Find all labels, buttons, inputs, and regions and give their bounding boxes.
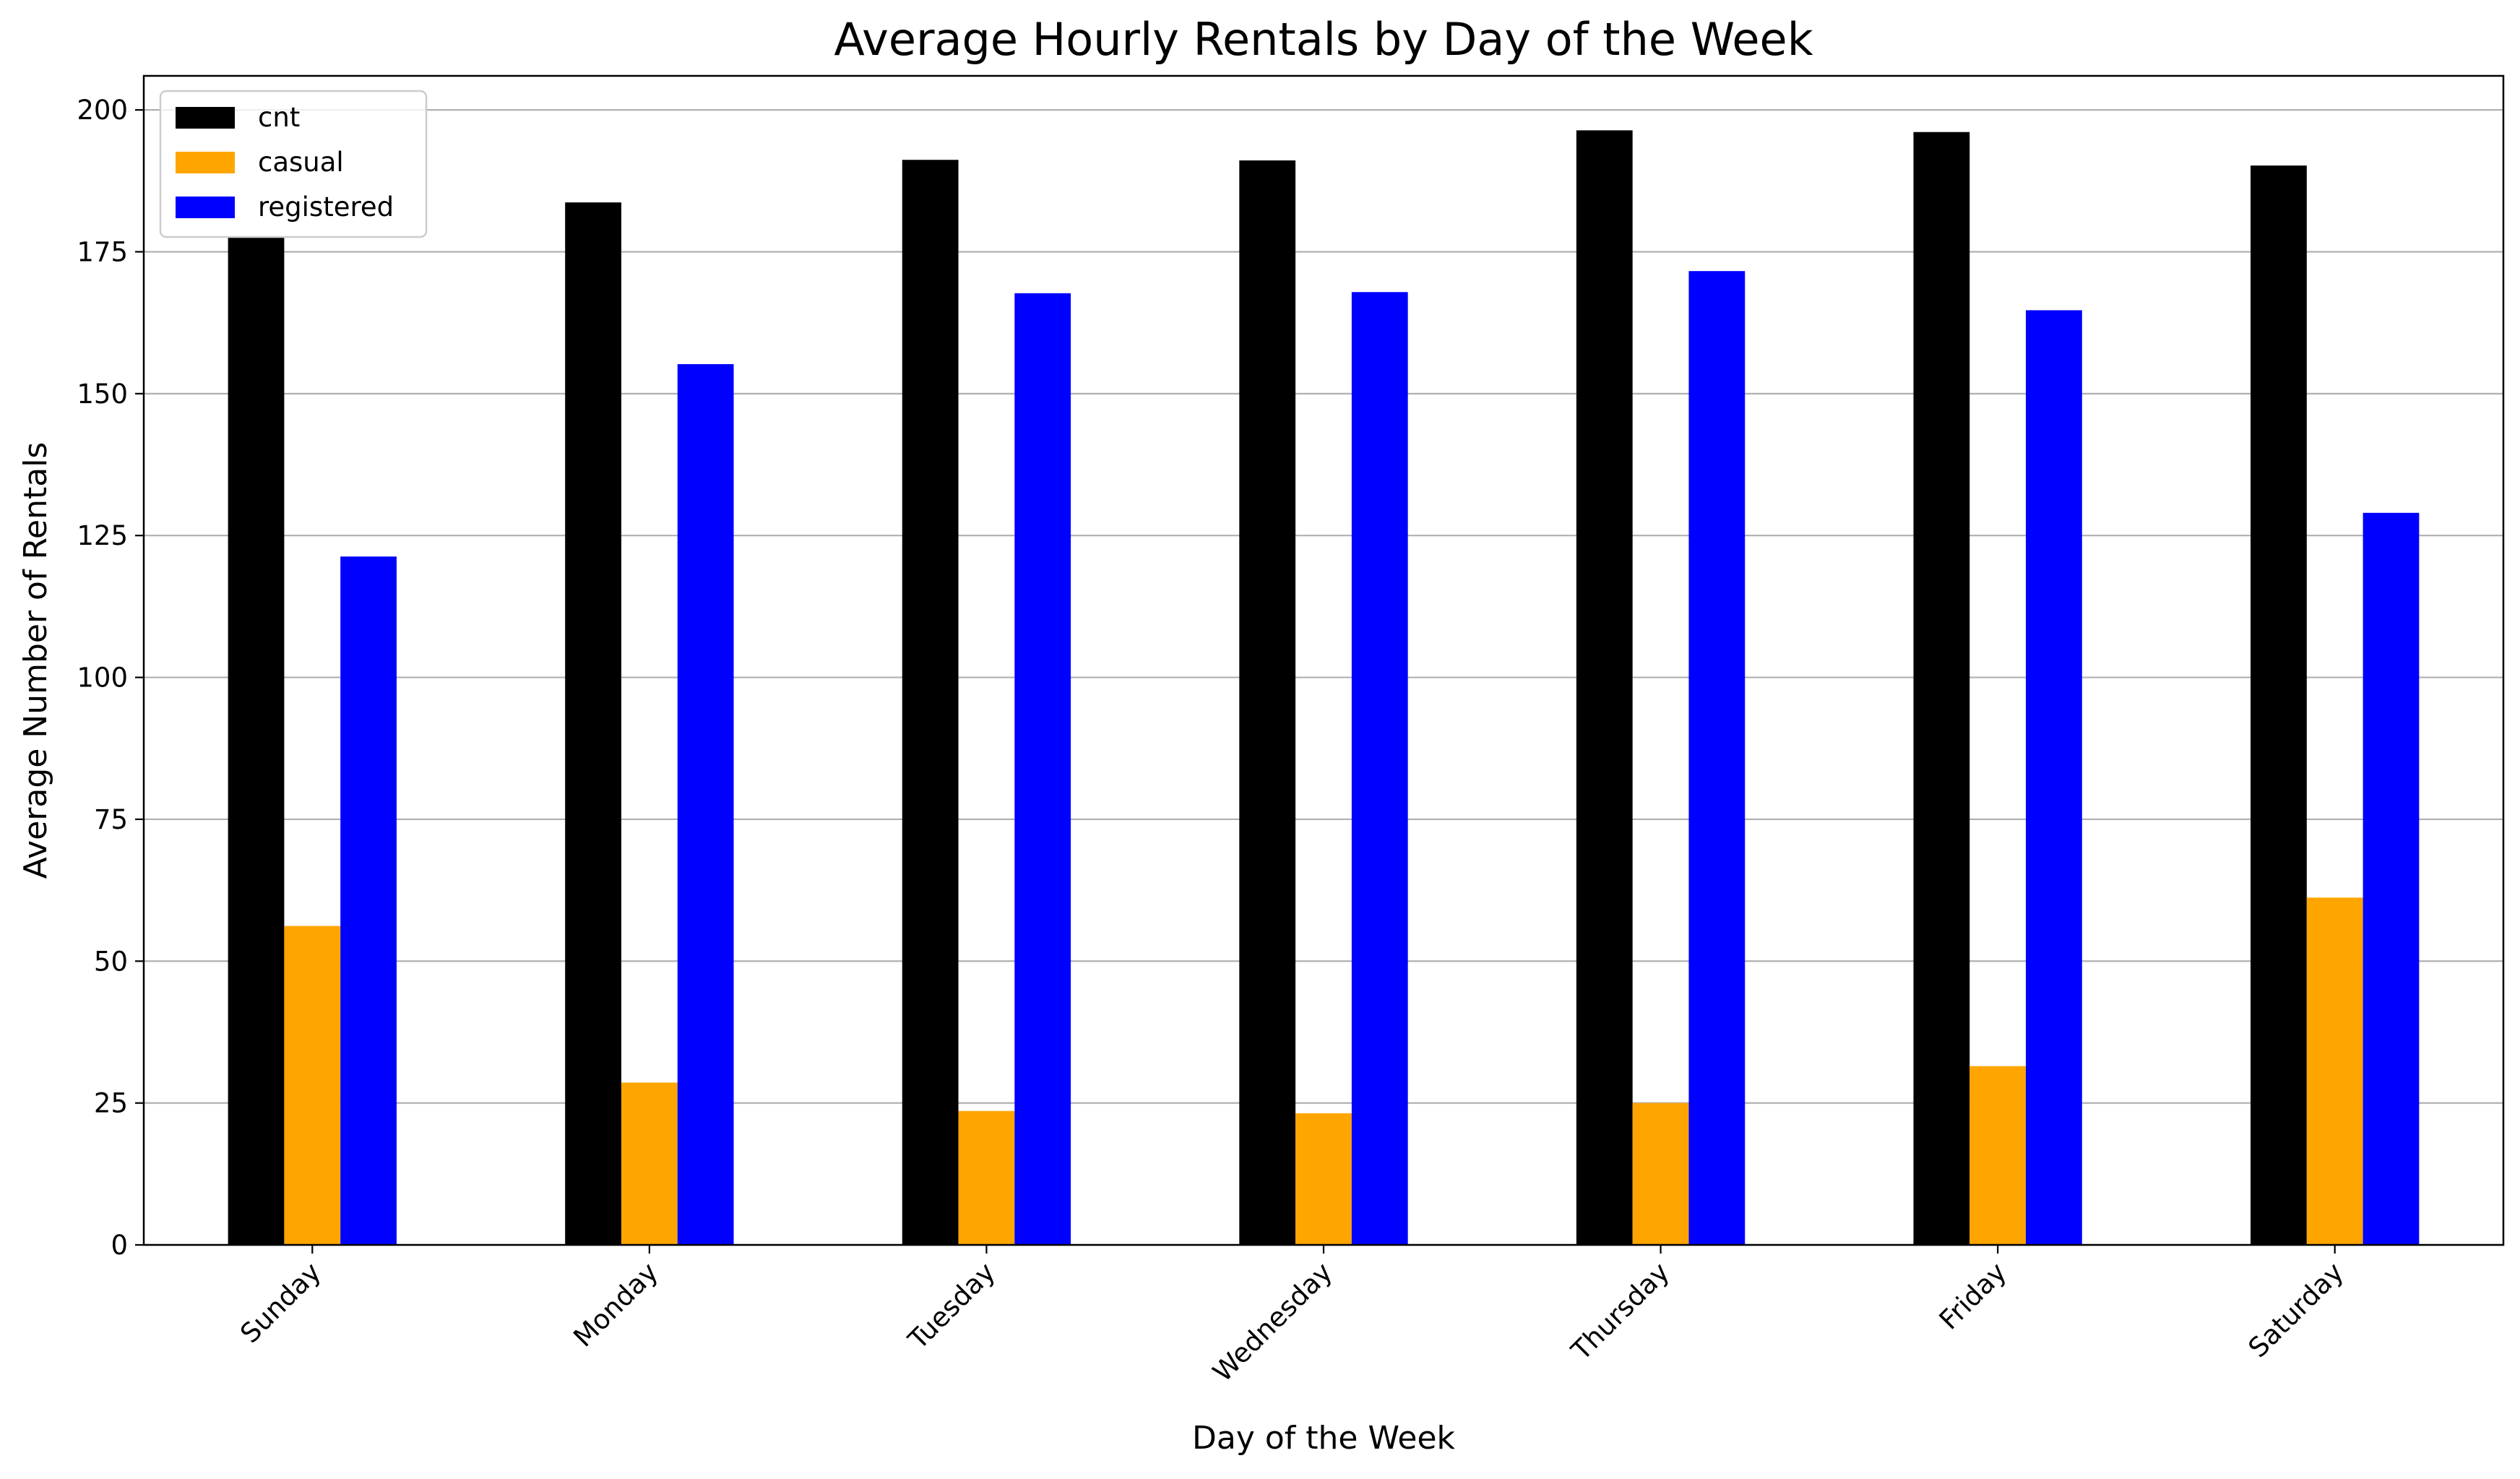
y-tick-label-100: 100 [77,663,128,694]
y-tick-label-50: 50 [94,946,128,977]
bar-registered-wednesday [1351,292,1408,1245]
legend-swatch-cnt [176,107,235,129]
bar-casual-tuesday [958,1111,1015,1245]
bars [228,130,2420,1246]
bar-cnt-tuesday [902,160,959,1246]
bar-cnt-friday [1913,131,1970,1245]
bar-registered-friday [2026,310,2082,1245]
legend-label-registered: registered [258,191,394,223]
bar-registered-tuesday [1014,293,1071,1246]
y-axis-ticks: 0 25 50 75 100 125 150 175 200 [77,95,144,1261]
legend-label-cnt: cnt [258,102,300,133]
y-axis-label: Average Number of Rentals [17,442,54,879]
bar-casual-wednesday [1295,1113,1352,1245]
y-tick-label-25: 25 [94,1088,128,1119]
bar-casual-sunday [284,926,341,1245]
bar-cnt-monday [565,202,621,1245]
y-tick-label-75: 75 [94,804,128,835]
bar-cnt-wednesday [1239,160,1296,1246]
y-tick-label-175: 175 [77,236,128,267]
bar-casual-friday [1969,1066,2027,1245]
bar-registered-saturday [2362,512,2420,1245]
legend: cnt casual registered [159,90,428,238]
y-tick-label-125: 125 [77,520,128,551]
y-tick-label-0: 0 [111,1230,128,1261]
bar-cnt-saturday [2251,165,2307,1246]
bar-casual-saturday [2306,897,2363,1245]
legend-label-casual: casual [258,147,344,178]
bar-cnt-sunday [228,237,285,1246]
y-tick-label-150: 150 [77,379,128,410]
bar-casual-monday [621,1082,678,1245]
bar-registered-thursday [1688,271,1746,1245]
bar-registered-sunday [340,556,397,1245]
bar-casual-thursday [1632,1103,1689,1245]
bar-cnt-thursday [1576,130,1633,1245]
y-tick-label-200: 200 [77,95,128,126]
x-axis-label: Day of the Week [1192,1420,1456,1457]
bar-registered-monday [677,364,734,1245]
legend-swatch-registered [176,197,235,218]
legend-swatch-casual [176,152,235,173]
chart-title: Average Hourly Rentals by Day of the Wee… [834,13,1813,66]
